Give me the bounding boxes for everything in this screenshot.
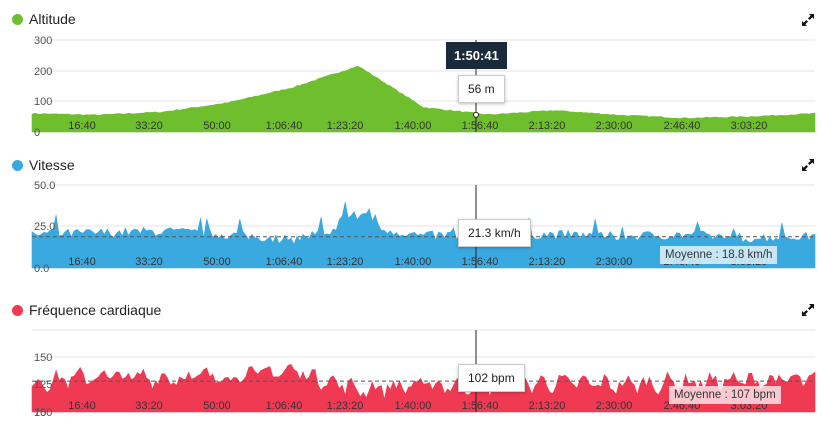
heart-y-tick: 100 (34, 407, 52, 419)
heart-title: Fréquence cardiaque (12, 302, 161, 318)
heart-x-tick: 2:13:20 (529, 400, 566, 412)
heart-x-tick: 33:20 (135, 400, 163, 412)
heart-legend-dot (12, 304, 23, 316)
altitude-x-tick: 1:23:20 (327, 120, 364, 132)
expand-icon[interactable] (801, 303, 815, 317)
altitude-title-text: Altitude (29, 11, 76, 27)
heart-x-tick: 1:23:20 (327, 400, 364, 412)
speed-x-tick: 33:20 (135, 256, 163, 268)
altitude-y-tick: 200 (34, 66, 52, 78)
speed-x-tick: 1:06:40 (266, 256, 303, 268)
altitude-x-tick: 50:00 (203, 120, 231, 132)
altitude-y-tick: 0 (34, 127, 40, 139)
heart-x-tick: 16:40 (68, 400, 96, 412)
altitude-x-tick: 3:03:20 (731, 120, 768, 132)
speed-panel: Vitesse (0, 0, 840, 173)
speed-y-tick: 50.0 (34, 180, 55, 192)
speed-title: Vitesse (12, 157, 75, 173)
heart-x-tick: 1:56:40 (462, 400, 499, 412)
speed-x-tick: 2:30:00 (596, 256, 633, 268)
expand-icon[interactable] (801, 13, 815, 27)
heart-y-tick: 150 (34, 352, 52, 364)
cursor-time-label: 1:50:41 (446, 42, 507, 69)
altitude-x-tick: 1:40:00 (395, 120, 432, 132)
heart-panel: Fréquence cardiaque (0, 0, 840, 318)
altitude-x-tick: 16:40 (68, 120, 96, 132)
speed-x-tick: 1:56:40 (462, 256, 499, 268)
heart-tooltip: 102 bpm (458, 364, 525, 392)
expand-icon[interactable] (801, 158, 815, 172)
heart-x-tick: 50:00 (203, 400, 231, 412)
speed-tooltip: 21.3 km/h (458, 219, 531, 247)
altitude-area (31, 65, 816, 133)
speed-x-tick: 1:40:00 (395, 256, 432, 268)
altitude-y-tick: 300 (34, 35, 52, 47)
altitude-title: Altitude (12, 11, 76, 27)
heart-title-text: Fréquence cardiaque (29, 302, 162, 318)
altitude-x-tick: 33:20 (135, 120, 163, 132)
heart-y-tick: 75 (34, 407, 46, 419)
speed-y-tick: 0.0 (34, 263, 49, 275)
speed-average-label: Moyenne : 18.8 km/h (660, 246, 778, 264)
speed-x-tick: 1:23:20 (327, 256, 364, 268)
speed-x-tick: 50:00 (203, 256, 231, 268)
altitude-cursor-point (473, 111, 479, 118)
altitude-y-tick: 100 (34, 96, 52, 108)
altitude-x-tick: 1:06:40 (266, 120, 303, 132)
altitude-legend-dot (12, 13, 23, 25)
altitude-tooltip: 56 m (458, 75, 505, 103)
heart-x-tick: 1:40:00 (395, 400, 432, 412)
speed-legend-dot (12, 159, 23, 171)
heart-average-label: Moyenne : 107 bpm (669, 386, 781, 404)
altitude-x-tick: 2:46:40 (664, 120, 701, 132)
speed-x-tick: 2:13:20 (529, 256, 566, 268)
altitude-x-tick: 2:30:00 (596, 120, 633, 132)
altitude-x-tick: 1:56:40 (462, 120, 499, 132)
heart-area (31, 364, 816, 413)
speed-area (31, 202, 816, 269)
altitude-x-tick: 2:13:20 (529, 120, 566, 132)
speed-title-text: Vitesse (29, 157, 75, 173)
speed-y-tick: 25.0 (34, 221, 55, 233)
heart-y-tick: 125 (34, 379, 52, 391)
speed-x-tick: 16:40 (68, 256, 96, 268)
altitude-panel: Altitude (0, 0, 840, 140)
heart-x-tick: 1:06:40 (266, 400, 303, 412)
heart-x-tick: 2:30:00 (596, 400, 633, 412)
